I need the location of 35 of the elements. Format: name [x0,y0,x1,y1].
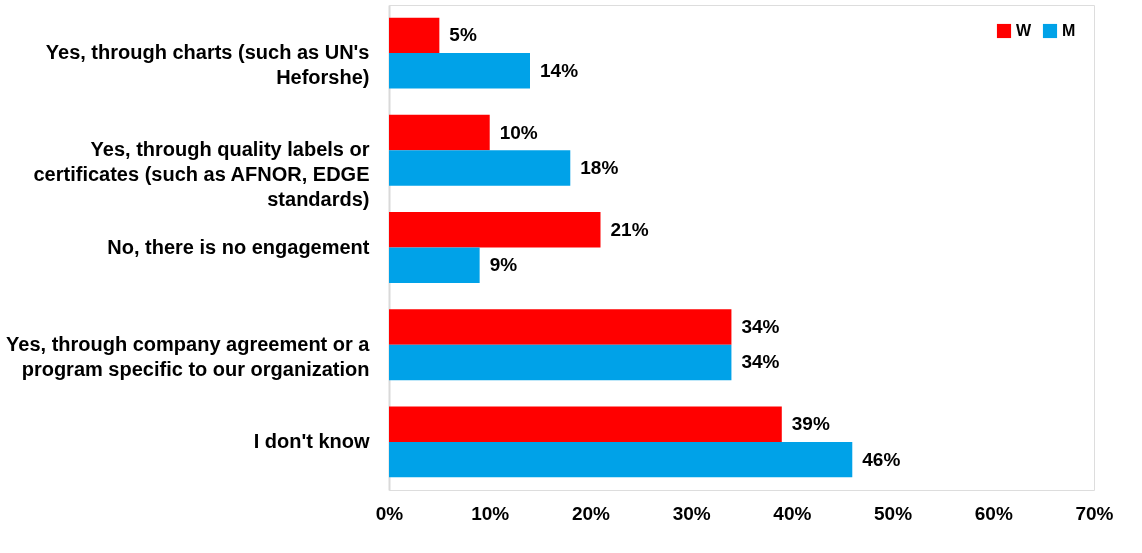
data-label: 10% [499,121,538,143]
x-tick-label: 20% [571,502,611,524]
y-tick-label: Yes, through quality labels or certificates (such as AFNOR, EDGE standards) [33,138,370,211]
data-label: 18% [580,157,619,179]
data-label: 46% [862,448,901,470]
data-label: 34% [741,351,780,373]
bar [389,309,732,345]
bar [389,406,782,442]
bar [389,247,480,283]
data-label: 21% [610,218,649,240]
data-label: 34% [741,315,780,337]
x-tick-label: 70% [1075,502,1114,524]
data-label: 39% [791,413,830,435]
x-tick-label: 30% [672,502,711,524]
bar [389,150,571,186]
y-tick-label: No, there is no engagement [107,235,370,258]
bar [389,53,530,89]
bar [389,441,853,478]
x-tick-label: 50% [874,502,913,524]
x-tick-label: 0% [375,502,404,524]
x-tick-label: 10% [471,502,510,524]
data-label: 9% [489,254,518,276]
legend-label: W [1016,22,1032,39]
bar [389,344,732,381]
y-tick-label: Yes, through company agreement or a program specific to our organization [6,332,371,380]
bar [389,17,440,54]
data-label: 5% [449,24,477,46]
y-tick-label: Yes, through charts (such as UN's Heforshe) [45,41,370,89]
bar [389,114,490,151]
legend-label: M [1062,22,1076,39]
x-tick-label: 40% [773,502,812,524]
x-tick-label: 60% [974,502,1013,524]
bar [389,212,601,248]
data-label: 14% [540,59,579,81]
y-tick-label: I don't know [253,429,370,452]
